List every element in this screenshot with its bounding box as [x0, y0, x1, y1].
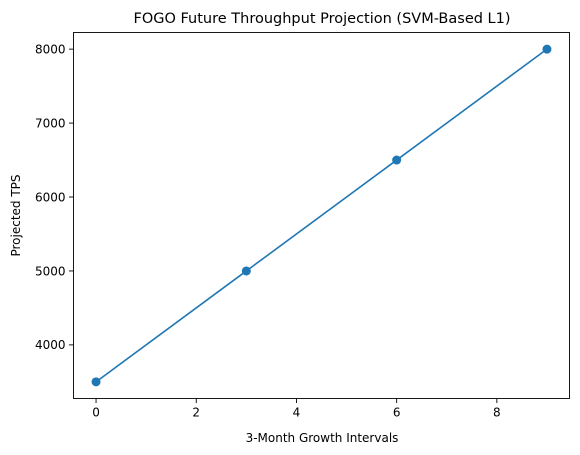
- x-tick-label: 2: [192, 406, 200, 420]
- series-layer: [91, 44, 552, 387]
- y-tick-label: 8000: [35, 42, 66, 56]
- data-point: [542, 44, 552, 54]
- x-tick-label: 8: [493, 406, 501, 420]
- x-tick-label: 0: [92, 406, 100, 420]
- y-axis-label: Projected TPS: [9, 174, 23, 256]
- plot-area: 0 2 4 6 8 4000 5000 6000 7000 8000: [35, 32, 570, 420]
- x-tick-label: 6: [393, 406, 401, 420]
- x-axis-label: 3-Month Growth Intervals: [246, 431, 399, 445]
- x-tick-label: 4: [293, 406, 301, 420]
- chart-title: FOGO Future Throughput Projection (SVM-B…: [133, 11, 510, 27]
- data-point: [241, 266, 251, 276]
- y-tick-label: 4000: [35, 338, 66, 352]
- data-point: [392, 155, 402, 165]
- plot-frame: [73, 32, 570, 399]
- y-tick-label: 6000: [35, 190, 66, 204]
- y-tick-label: 7000: [35, 116, 66, 130]
- x-axis: 0 2 4 6 8: [92, 398, 501, 420]
- data-point: [91, 377, 101, 387]
- series-line: [95, 48, 548, 383]
- y-axis: 4000 5000 6000 7000 8000: [35, 42, 74, 352]
- y-tick-label: 5000: [35, 264, 66, 278]
